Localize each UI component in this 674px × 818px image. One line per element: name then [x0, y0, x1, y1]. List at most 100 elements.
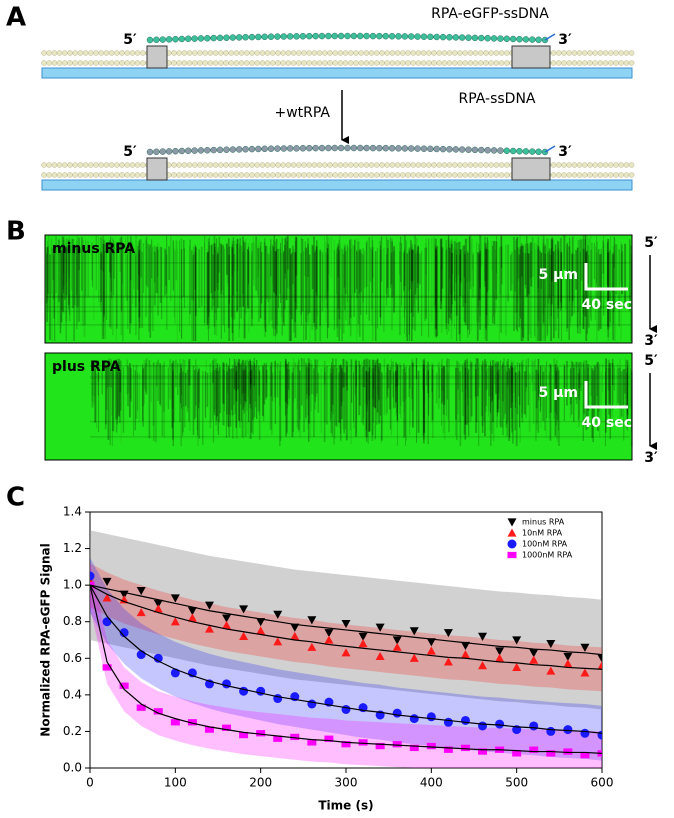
kymo-texture	[360, 249, 362, 315]
kymo-texture	[244, 363, 246, 401]
kymo-texture	[361, 362, 363, 387]
kymo-texture	[53, 247, 55, 319]
kymo-texture	[225, 362, 227, 438]
lipid	[587, 50, 593, 56]
kymo-texture	[496, 235, 498, 274]
kymo-texture	[263, 362, 266, 405]
kymo-texture	[218, 236, 221, 273]
kymo-texture	[478, 253, 481, 301]
kymo-texture	[159, 365, 162, 407]
three-prime: 3′	[558, 32, 572, 48]
kymo-texture	[188, 246, 190, 326]
kymo-texture	[363, 360, 365, 419]
kymo-texture	[326, 235, 328, 309]
rpa-bead	[446, 145, 453, 153]
kymo-texture	[505, 244, 507, 336]
kymo-texture	[556, 366, 559, 421]
kymo-texture	[496, 361, 499, 413]
kymo-texture	[600, 371, 602, 424]
kymo-texture	[548, 248, 550, 299]
kymo-texture	[194, 247, 197, 316]
rpa-bead	[172, 147, 179, 155]
kymo-texture	[458, 372, 460, 401]
kymo-texture	[498, 248, 500, 341]
kymo-texture	[240, 368, 243, 395]
kymo-texture	[411, 362, 414, 411]
kymo-texture	[213, 370, 216, 416]
kymo-texture	[404, 246, 406, 323]
kymo-texture	[472, 254, 474, 298]
lipid	[478, 50, 484, 56]
kymo-texture	[296, 365, 298, 428]
kymo-texture	[90, 383, 630, 385]
kymo-texture	[495, 363, 497, 393]
dna-end	[544, 145, 556, 153]
lipid	[316, 162, 323, 168]
lipid	[628, 50, 635, 56]
lipid	[67, 60, 73, 66]
kymo-texture	[138, 249, 140, 302]
kymo-texture	[491, 366, 494, 401]
lipid	[602, 162, 609, 168]
lipid	[171, 60, 177, 66]
rpa-bead	[178, 35, 186, 43]
kymo-texture	[146, 358, 148, 394]
lipid	[114, 50, 120, 56]
rpa-bead	[439, 33, 447, 41]
lipid	[498, 60, 505, 66]
kymo-texture	[573, 368, 575, 422]
kymo-texture	[364, 250, 366, 289]
panel-label: C	[6, 483, 25, 513]
kymo-texture	[605, 367, 607, 405]
lipid	[337, 172, 344, 178]
kymo-texture	[554, 244, 557, 278]
data-point	[478, 632, 488, 641]
lipid	[415, 50, 422, 56]
kymo-texture	[402, 252, 405, 292]
data-point	[392, 708, 402, 718]
kymo-texture	[129, 243, 132, 324]
kymo-texture	[464, 367, 467, 425]
kymo-texture	[630, 369, 633, 432]
lipid	[462, 60, 468, 66]
kymo-texture	[608, 359, 610, 415]
lipid	[264, 172, 271, 178]
glass-surface	[41, 179, 633, 191]
rpa-bead	[522, 148, 530, 155]
lipid	[233, 162, 240, 168]
kymo-texture	[600, 254, 602, 289]
lipid	[498, 172, 505, 178]
rpa-bead	[427, 145, 434, 153]
lipid	[88, 162, 94, 168]
kymo-texture	[521, 364, 524, 423]
kymo-texture	[410, 364, 412, 426]
data-point	[239, 631, 249, 640]
kymo-texture	[527, 253, 529, 341]
kymo-texture	[427, 361, 429, 394]
kymo-texture	[134, 251, 137, 308]
lipid	[129, 60, 136, 66]
lipid	[254, 60, 260, 66]
lipid	[368, 162, 375, 168]
kymo-texture	[457, 242, 460, 276]
kymo-texture	[217, 252, 219, 309]
lipid	[51, 162, 58, 168]
lipid	[457, 50, 463, 56]
kymo-texture	[501, 365, 503, 428]
lipid	[82, 162, 89, 168]
lipid	[358, 162, 364, 168]
kymo-texture	[153, 251, 156, 306]
kymo-texture	[127, 235, 129, 329]
kymo-texture	[534, 359, 536, 391]
lipid	[108, 172, 115, 178]
data-point	[222, 620, 232, 629]
lipid	[228, 60, 234, 66]
kymo-texture	[327, 239, 329, 274]
kymo-texture	[52, 254, 55, 300]
lipid	[576, 162, 583, 168]
kymo-texture	[446, 247, 448, 335]
kymo-texture	[466, 372, 469, 398]
kymo-texture	[291, 252, 294, 320]
kymo-texture	[435, 249, 437, 338]
kymo-texture	[275, 238, 277, 295]
